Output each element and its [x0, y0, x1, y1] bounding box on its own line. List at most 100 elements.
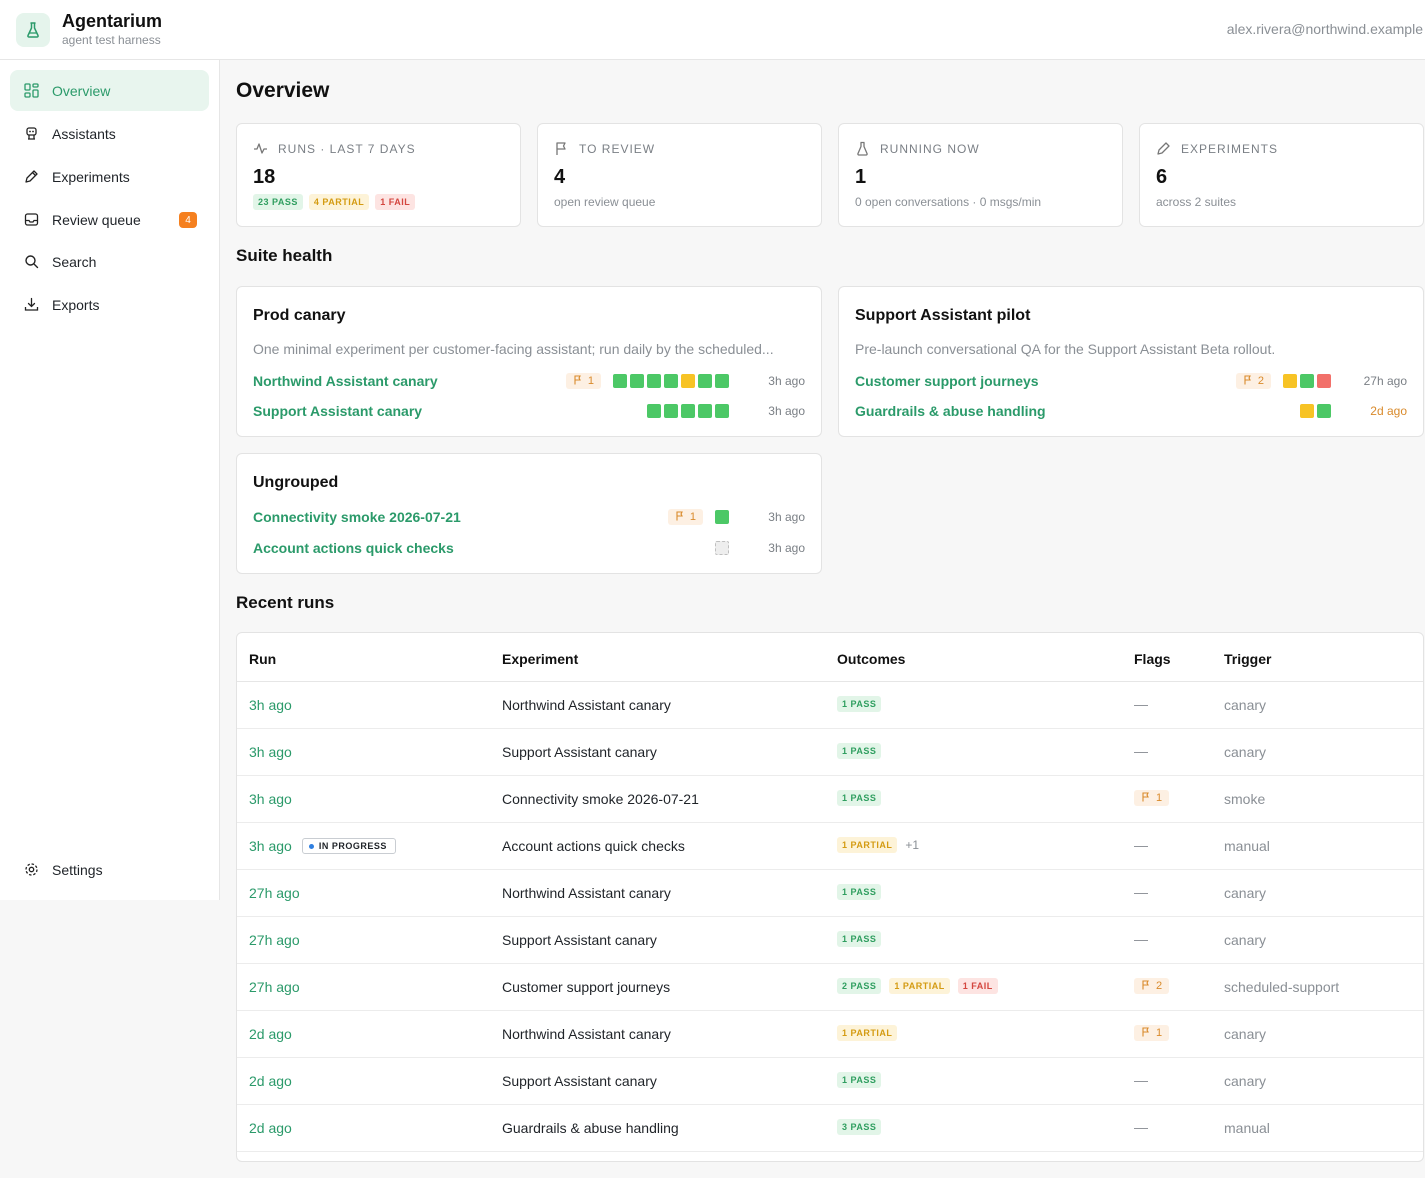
outcome-pill: 1 PARTIAL — [837, 837, 898, 853]
experiment-row[interactable]: Connectivity smoke 2026-07-21 1 3h ago — [253, 507, 805, 527]
run-cell[interactable]: 27h ago — [249, 885, 300, 901]
robot-icon — [23, 126, 39, 142]
outcome-square-fail[interactable] — [1317, 374, 1331, 388]
outcome-square-pass[interactable] — [664, 374, 678, 388]
outcome-square-pass[interactable] — [1317, 404, 1331, 418]
sidebar-item-label: Search — [52, 253, 97, 270]
outcome-square-pass[interactable] — [698, 374, 712, 388]
stat-label: Runs · last 7 days — [253, 141, 416, 156]
run-link[interactable]: 2d ago — [249, 1120, 292, 1136]
table-row[interactable]: 27h ago Northwind Assistant canary 1 PASS —… — [237, 870, 1423, 917]
outcome-square-pass[interactable] — [715, 374, 729, 388]
table-row[interactable]: 3h ago Support Assistant canary 1 PASS — can… — [237, 729, 1423, 776]
sidebar-item-exports[interactable]: Exports — [10, 284, 209, 325]
trigger-cell: canary — [1224, 744, 1267, 760]
stat-card-runs[interactable]: Runs · last 7 days 18 23 PASS 4 PARTIAL … — [236, 123, 521, 227]
outcome-square-pass[interactable] — [715, 510, 729, 524]
run-cell[interactable]: 27h ago — [249, 979, 300, 995]
run-cell[interactable]: 3h ago — [249, 744, 292, 760]
run-cell[interactable]: 2d ago — [249, 1120, 292, 1136]
experiment-link[interactable]: Account actions quick checks — [253, 540, 454, 556]
outcome-square-partial[interactable] — [1300, 404, 1314, 418]
flag-chip[interactable]: 1 — [1134, 790, 1170, 806]
outcome-square-pass[interactable] — [630, 374, 644, 388]
experiment-cell: Northwind Assistant canary — [502, 885, 671, 901]
table-row[interactable]: 2d ago Northwind Assistant canary 1 PARTIA… — [237, 1011, 1423, 1058]
outcome-square-partial[interactable] — [681, 374, 695, 388]
gear-icon — [23, 862, 39, 878]
user-email[interactable]: alex.rivera@northwind.example — [1226, 21, 1423, 37]
outcomes-cell: 1 PASS — [837, 1072, 889, 1088]
table-row[interactable]: 27h ago Customer support journeys 2 PASS 1 … — [237, 964, 1423, 1011]
column-header-outcomes[interactable]: Outcomes — [837, 651, 906, 667]
experiment-link[interactable]: Support Assistant canary — [253, 403, 423, 419]
outcome-square-pass[interactable] — [681, 404, 695, 418]
table-row[interactable]: 3h ago Connectivity smoke 2026-07-21 1 PAS… — [237, 776, 1423, 823]
table-row[interactable]: 2d ago Support Assistant canary 1 PASS — can… — [237, 1058, 1423, 1105]
run-link[interactable]: 27h ago — [249, 885, 300, 901]
suite-name: Ungrouped — [253, 474, 339, 491]
table-row[interactable]: 2d ago Guardrails & abuse handling 3 PASS —… — [237, 1105, 1423, 1152]
stat-card-running-now[interactable]: Running now 1 0 open conversations · 0 m… — [838, 123, 1123, 227]
outcome-square-pass[interactable] — [613, 374, 627, 388]
run-cell[interactable]: 3h ago IN PROGRESS — [249, 838, 396, 854]
sidebar-item-label: Assistants — [52, 125, 116, 142]
outcome-square-pass[interactable] — [1300, 374, 1314, 388]
run-cell[interactable]: 3h ago — [249, 697, 292, 713]
column-header-trigger[interactable]: Trigger — [1224, 651, 1272, 667]
outcome-square-pass[interactable] — [647, 374, 661, 388]
sidebar-item-assistants[interactable]: Assistants — [10, 113, 209, 154]
run-link[interactable]: 3h ago — [249, 744, 292, 760]
outcome-square-none[interactable] — [715, 541, 729, 555]
experiment-link[interactable]: Customer support journeys — [855, 373, 1039, 389]
experiment-row[interactable]: Support Assistant canary 3h ago — [253, 401, 805, 421]
experiment-row[interactable]: Customer support journeys 2 27h ago — [855, 371, 1407, 391]
run-link[interactable]: 27h ago — [249, 979, 300, 995]
experiment-link[interactable]: Guardrails & abuse handling — [855, 403, 1046, 419]
table-row[interactable]: 27h ago Support Assistant canary 1 PASS — ca… — [237, 917, 1423, 964]
partial-pill: 4 PARTIAL — [308, 194, 370, 210]
sidebar-item-overview[interactable]: Overview — [10, 70, 209, 111]
no-flags: — — [1134, 696, 1148, 712]
run-cell[interactable]: 2d ago — [249, 1026, 292, 1042]
trigger-cell: manual — [1224, 838, 1270, 854]
run-link[interactable]: 2d ago — [249, 1026, 292, 1042]
stat-card-to-review[interactable]: To review 4 open review queue — [537, 123, 822, 227]
sidebar-item-search[interactable]: Search — [10, 241, 209, 282]
table-row[interactable]: 3h ago IN PROGRESS Account actions quick c… — [237, 823, 1423, 870]
outcome-squares — [1300, 404, 1331, 418]
column-header-run[interactable]: Run — [249, 651, 277, 667]
table-row[interactable]: 3h ago Northwind Assistant canary 1 PASS — c… — [237, 682, 1423, 729]
outcome-square-pass[interactable] — [647, 404, 661, 418]
run-cell[interactable]: 27h ago — [249, 932, 300, 948]
column-header-experiment[interactable]: Experiment — [502, 651, 579, 667]
run-cell[interactable]: 3h ago — [249, 791, 292, 807]
outcome-square-partial[interactable] — [1283, 374, 1297, 388]
stat-card-experiments[interactable]: Experiments 6 across 2 suites — [1139, 123, 1424, 227]
flag-chip[interactable]: 2 — [1134, 978, 1170, 994]
experiment-link[interactable]: Connectivity smoke 2026-07-21 — [253, 509, 461, 525]
run-link[interactable]: 27h ago — [249, 932, 300, 948]
run-link[interactable]: 3h ago — [249, 697, 292, 713]
run-cell[interactable]: 2d ago — [249, 1073, 292, 1089]
run-link[interactable]: 3h ago — [249, 838, 292, 854]
experiment-row[interactable]: Account actions quick checks 3h ago — [253, 538, 805, 558]
run-link[interactable]: 2d ago — [249, 1073, 292, 1089]
outcome-square-pass[interactable] — [715, 404, 729, 418]
outcome-square-pass[interactable] — [698, 404, 712, 418]
sidebar-item-review-queue[interactable]: Review queue 4 — [10, 199, 209, 240]
column-header-flags[interactable]: Flags — [1134, 651, 1171, 667]
experiment-link[interactable]: Northwind Assistant canary — [253, 373, 438, 389]
experiment-row[interactable]: Guardrails & abuse handling 2d ago — [855, 401, 1407, 421]
sidebar-item-settings[interactable]: Settings — [10, 849, 209, 890]
suite-card-support-assistant-pilot: Support Assistant pilot Pre-launch conve… — [838, 286, 1424, 437]
trigger-cell: canary — [1224, 885, 1267, 901]
flag-chip[interactable]: 1 — [1134, 1025, 1170, 1041]
sidebar-item-experiments[interactable]: Experiments — [10, 156, 209, 197]
experiment-row[interactable]: Northwind Assistant canary 1 3h ago — [253, 371, 805, 391]
flask-logo-icon[interactable] — [16, 13, 50, 47]
no-flags: — — [1134, 931, 1148, 947]
trigger-cell: smoke — [1224, 791, 1266, 807]
run-link[interactable]: 3h ago — [249, 791, 292, 807]
outcome-square-pass[interactable] — [664, 404, 678, 418]
